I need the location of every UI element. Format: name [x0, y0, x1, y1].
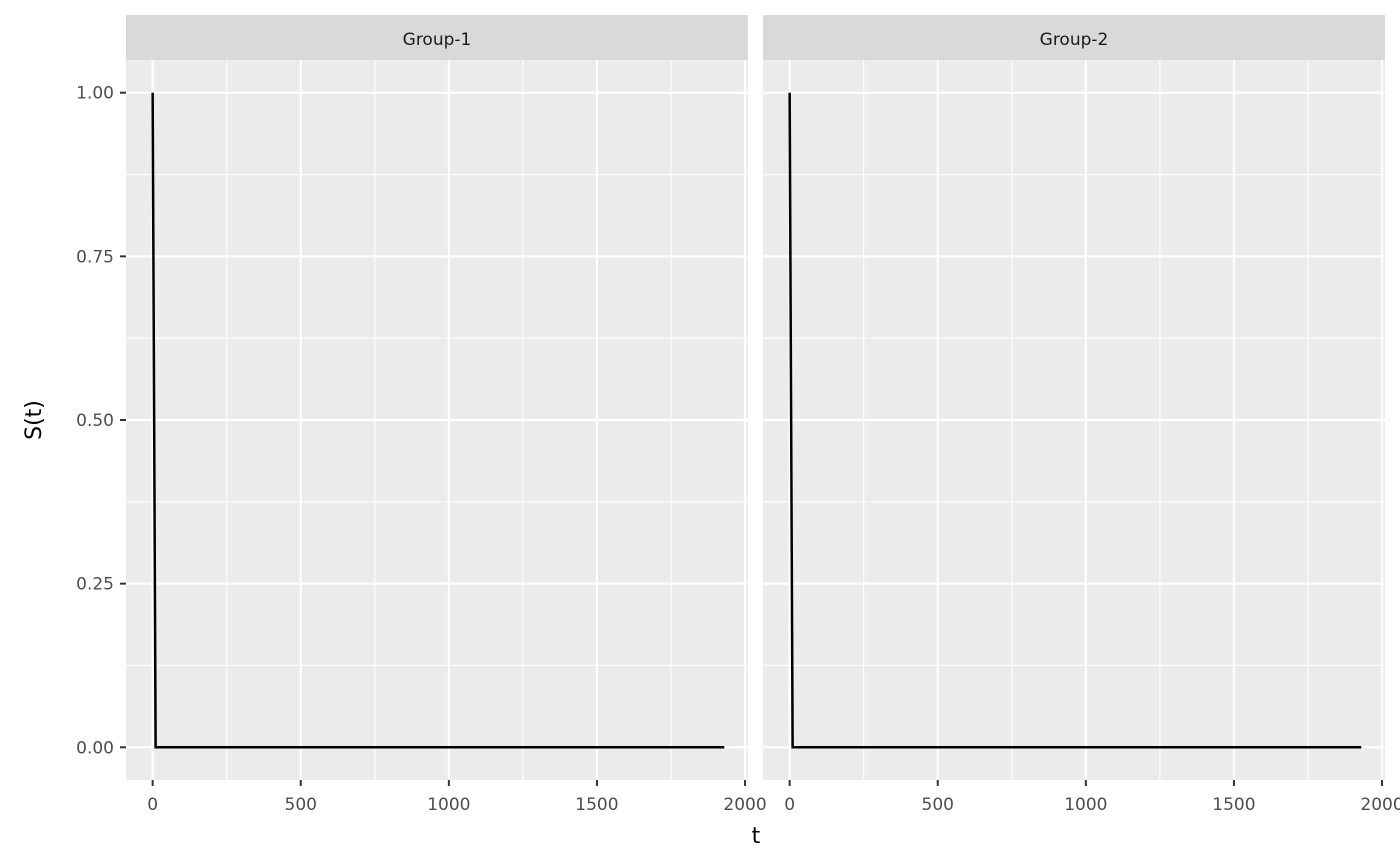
- x-tick-label: 1000: [1064, 795, 1107, 815]
- facet-strip-label: Group-1: [403, 30, 472, 50]
- y-tick-label: 0.75: [76, 247, 114, 267]
- facet-strip: [126, 15, 748, 60]
- x-tick-label: 2000: [723, 795, 766, 815]
- facet-panel-1: Group-1 0 500 1000 1500 2000: [126, 15, 767, 815]
- x-tick-label: 1000: [427, 795, 470, 815]
- y-axis: 0.00 0.25 0.50 0.75 1.00: [76, 84, 126, 758]
- x-tick-label: 0: [784, 795, 795, 815]
- x-tick-label: 500: [285, 795, 317, 815]
- facet-panel-2: Group-2 0 500 1000 1500 2000: [763, 15, 1400, 815]
- panels-layer: Group-1 0 500 1000 1500 2000 Group-2 0 500 1000 15…: [126, 15, 1400, 815]
- x-tick-label: 500: [922, 795, 954, 815]
- x-tick-label: 0: [147, 795, 158, 815]
- facet-strip-label: Group-2: [1040, 30, 1109, 50]
- y-axis-title: S(t): [22, 400, 47, 440]
- x-tick-label: 2000: [1360, 795, 1400, 815]
- y-tick-label: 0.50: [76, 411, 114, 431]
- y-tick-label: 1.00: [76, 84, 114, 104]
- x-tick-label: 1500: [575, 795, 618, 815]
- survival-curve: [151, 92, 725, 749]
- y-tick-label: 0.25: [76, 575, 114, 595]
- x-tick-label: 1500: [1212, 795, 1255, 815]
- x-axis-title: t: [752, 824, 761, 849]
- survival-curve: [788, 92, 1362, 749]
- y-tick-label: 0.00: [76, 738, 114, 758]
- facet-strip: [763, 15, 1385, 60]
